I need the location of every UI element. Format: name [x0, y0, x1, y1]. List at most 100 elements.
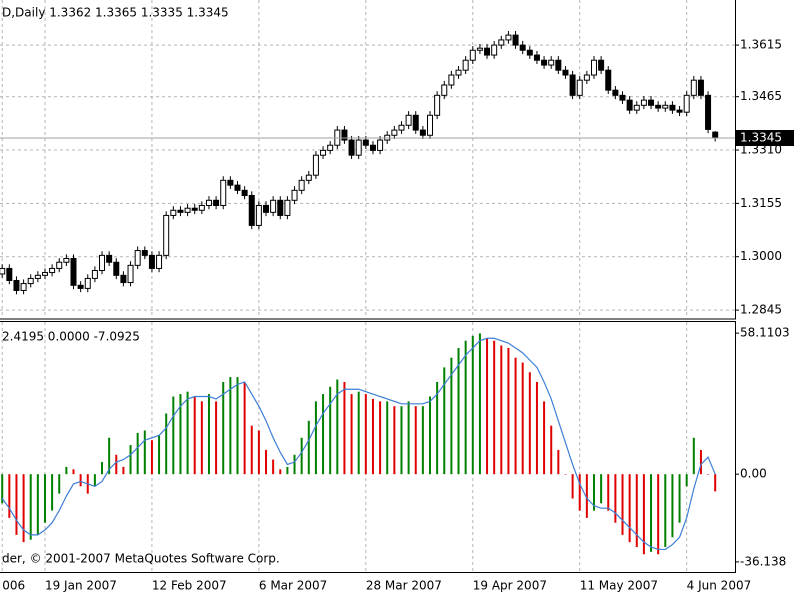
candle-body	[141, 250, 148, 256]
histogram-bar	[699, 449, 702, 475]
histogram-bar	[379, 401, 382, 475]
histogram-bar	[1, 474, 4, 504]
histogram-bar	[307, 420, 310, 475]
histogram-bar	[585, 474, 588, 518]
candle-body	[377, 139, 384, 151]
histogram-bar	[72, 469, 75, 475]
candle-body	[184, 207, 191, 213]
candle-body	[70, 257, 77, 286]
histogram-bar	[286, 466, 289, 475]
histogram-bar	[22, 474, 25, 543]
candle-body	[63, 257, 70, 263]
last-price-box	[736, 130, 794, 147]
histogram-bar	[272, 459, 275, 475]
histogram-bar	[193, 396, 196, 475]
candle-body	[612, 89, 619, 96]
candle-body	[391, 129, 398, 136]
histogram-bar	[407, 401, 410, 475]
histogram-bar	[592, 474, 595, 511]
histogram-bar	[421, 406, 424, 475]
candle-body	[498, 39, 505, 46]
histogram-bar	[314, 401, 317, 475]
candle-body	[469, 49, 476, 61]
candle-body	[398, 124, 405, 131]
candle-body	[198, 204, 205, 211]
histogram-bar	[186, 391, 189, 475]
y-tick-label: 58.1103	[740, 326, 790, 340]
candle-body	[156, 254, 163, 269]
price-panel-title: D,Daily 1.3362 1.3365 1.3335 1.3345	[2, 6, 229, 20]
candle-body	[120, 274, 127, 284]
histogram-bar	[664, 474, 667, 547]
candle-body	[526, 49, 533, 56]
histogram-bar	[478, 333, 481, 475]
histogram-bar	[207, 394, 210, 475]
signal-line	[1, 337, 716, 551]
candle-body	[512, 34, 519, 46]
candle-body	[305, 174, 312, 181]
candle-body	[583, 74, 590, 81]
plot-layer	[0, 0, 735, 572]
histogram-bar	[429, 396, 431, 475]
candle-body	[369, 144, 376, 151]
histogram-bar	[79, 474, 82, 487]
candle-body	[519, 44, 526, 51]
candle-body	[298, 179, 305, 191]
histogram-bar	[279, 469, 282, 475]
candle-body	[576, 79, 583, 96]
price-panel-border	[0, 0, 736, 320]
histogram-bar	[692, 437, 695, 475]
histogram-bar	[564, 474, 567, 475]
candle-body	[712, 131, 719, 139]
histogram-bar	[650, 474, 653, 552]
candle-body	[312, 154, 319, 176]
candle-body	[505, 34, 512, 41]
candle-body	[655, 104, 662, 109]
candle-body	[255, 204, 262, 226]
histogram-bar	[43, 474, 46, 523]
candle-body	[476, 47, 483, 51]
histogram-bar	[36, 474, 39, 535]
candle-body	[548, 59, 555, 66]
candle-body	[205, 199, 212, 206]
candle-body	[405, 114, 412, 126]
histogram-bar	[322, 394, 325, 475]
candle-body	[562, 69, 569, 76]
histogram-bar	[215, 401, 218, 475]
histogram-bar	[471, 335, 474, 475]
histogram-bar	[550, 425, 553, 475]
histogram-bar	[671, 474, 674, 538]
candle-body	[341, 129, 348, 141]
candle-body	[20, 283, 27, 291]
histogram-bar	[621, 474, 624, 535]
candle-body	[248, 194, 255, 226]
histogram-bar	[143, 430, 146, 475]
candle-body	[0, 267, 6, 275]
candle-body	[419, 129, 426, 136]
candle-body	[412, 114, 419, 131]
candle-body	[41, 272, 48, 276]
candle-body	[127, 264, 134, 284]
candle-body	[49, 267, 56, 274]
histogram-bar	[371, 398, 374, 475]
y-tick-label: 0.00	[740, 467, 767, 481]
histogram-bar	[364, 394, 367, 475]
candle-body	[462, 59, 469, 71]
candle-body	[448, 74, 455, 86]
x-tick-label: 006	[2, 579, 25, 593]
histogram-bar	[300, 437, 303, 475]
candle-body	[697, 79, 704, 96]
x-tick-label: 19 Jan 2007	[45, 579, 117, 593]
candle-body	[569, 74, 576, 96]
histogram-bar	[457, 347, 460, 475]
y-tick-label: 1.2845	[740, 303, 782, 317]
histogram-bar	[685, 474, 688, 487]
candle-body	[106, 254, 113, 263]
candle-body	[705, 94, 712, 130]
histogram-bar	[243, 381, 246, 475]
candle-body	[626, 99, 633, 111]
candle-body	[6, 267, 13, 281]
candle-body	[13, 279, 20, 291]
histogram-bar	[400, 406, 403, 475]
